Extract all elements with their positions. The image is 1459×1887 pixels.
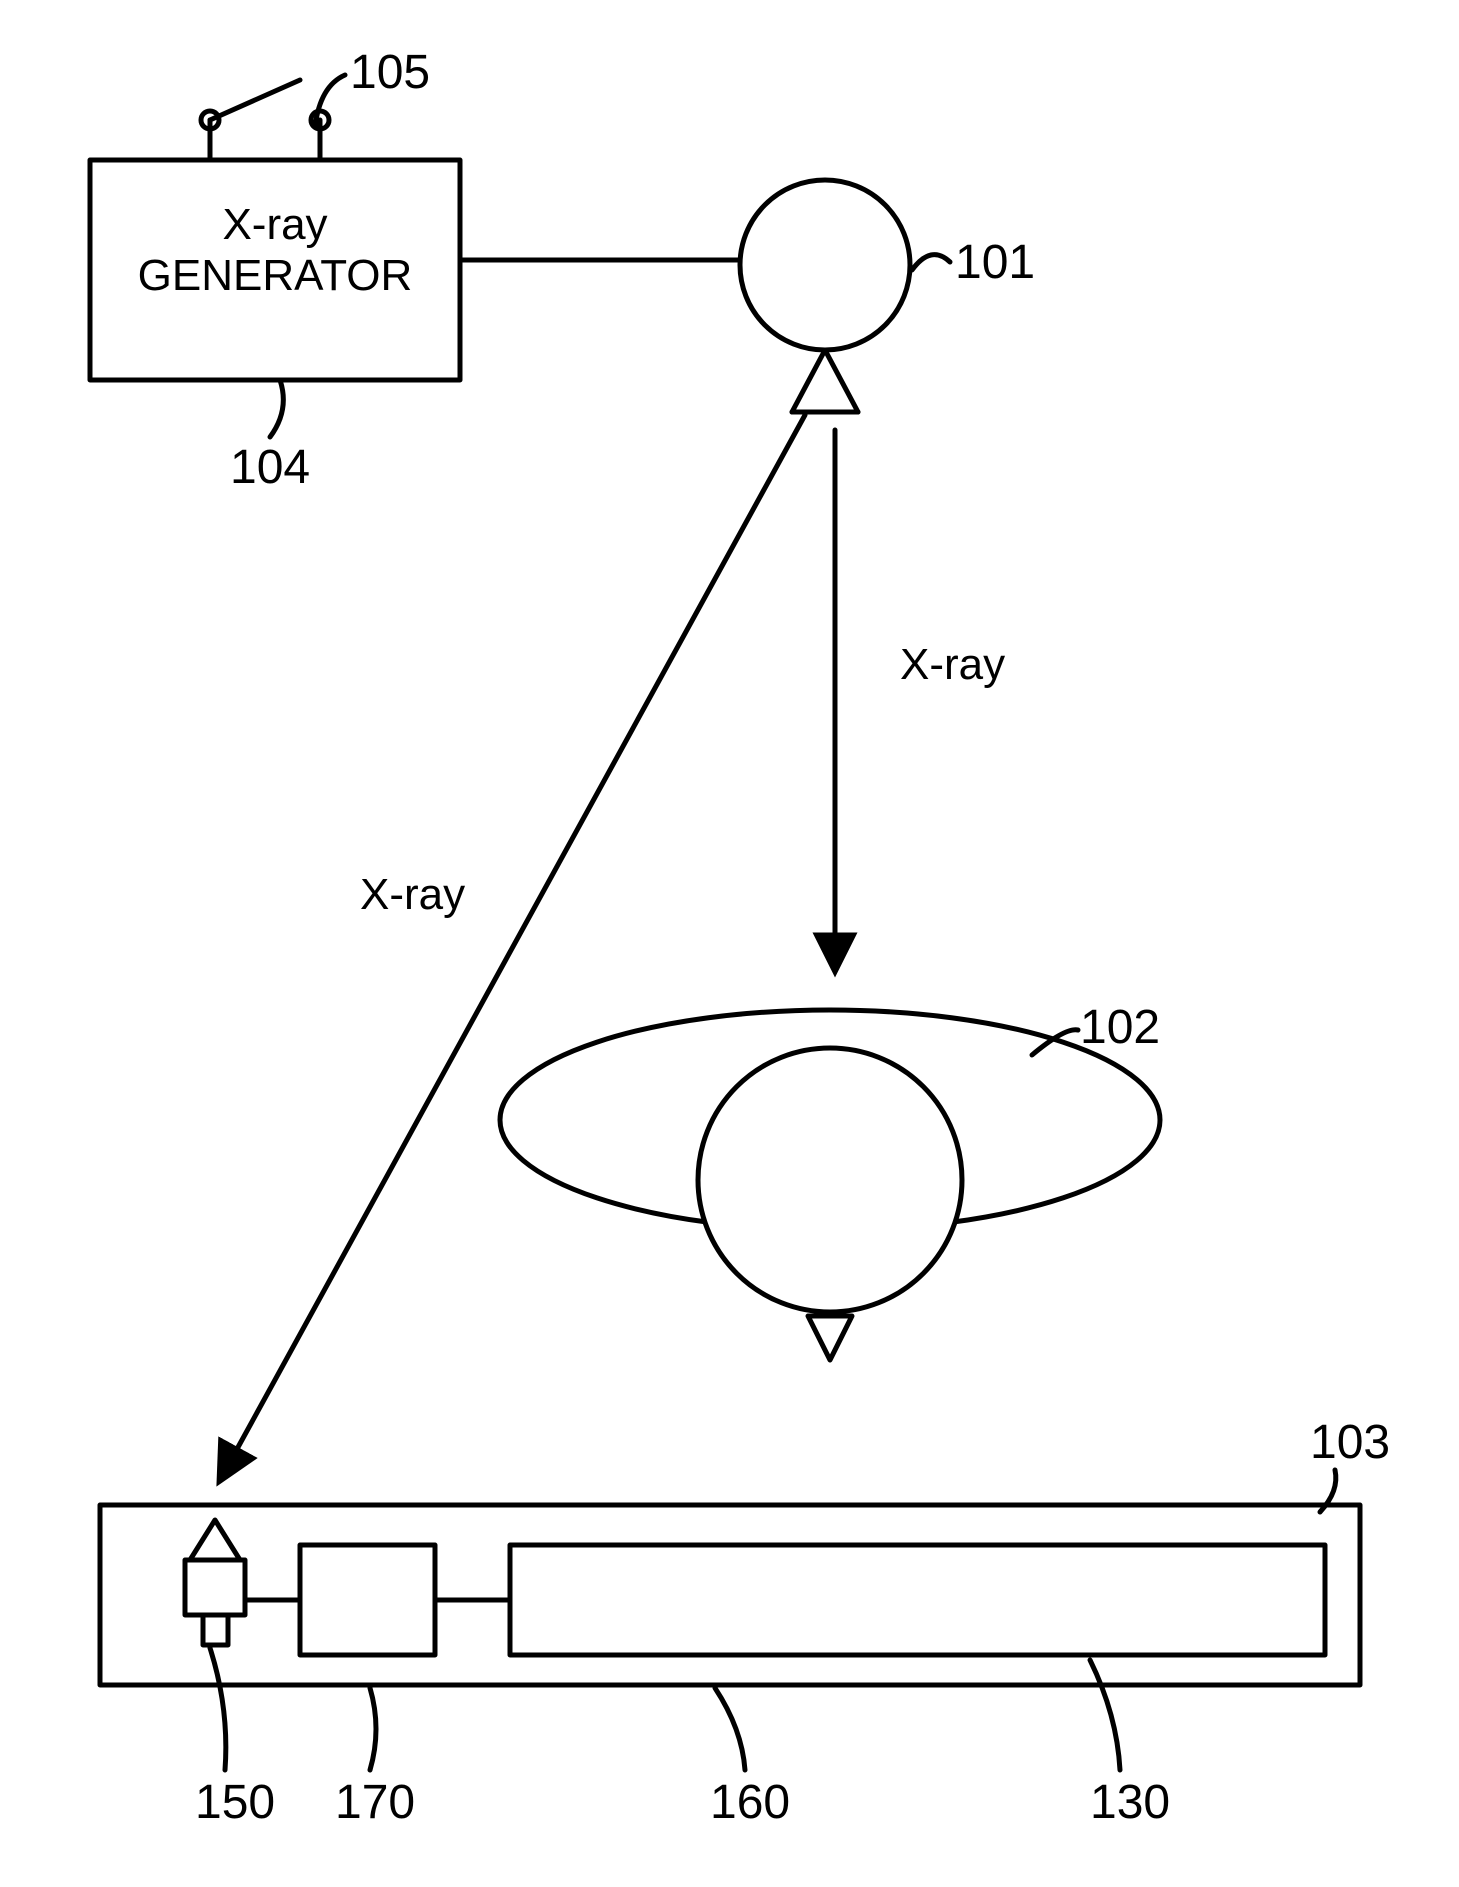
generator-label: X-ray GENERATOR bbox=[120, 200, 430, 301]
generator-label-line1: X-ray bbox=[222, 200, 327, 249]
refnum-160: 160 bbox=[710, 1775, 790, 1830]
refnum-101: 101 bbox=[955, 235, 1035, 290]
refnum-105: 105 bbox=[350, 45, 430, 100]
refnum-103: 103 bbox=[1310, 1415, 1390, 1470]
refnum-102: 102 bbox=[1080, 1000, 1160, 1055]
refnum-150: 150 bbox=[195, 1775, 275, 1830]
refnum-130: 130 bbox=[1090, 1775, 1170, 1830]
generator-label-line2: GENERATOR bbox=[138, 251, 413, 300]
xray-label-diag: X-ray bbox=[360, 870, 465, 920]
xray-label-down: X-ray bbox=[900, 640, 1005, 690]
refnum-170: 170 bbox=[335, 1775, 415, 1830]
refnum-104: 104 bbox=[230, 440, 310, 495]
diagram-stage: X-ray GENERATOR 104 105 101 X-ray X-ray … bbox=[0, 0, 1459, 1887]
